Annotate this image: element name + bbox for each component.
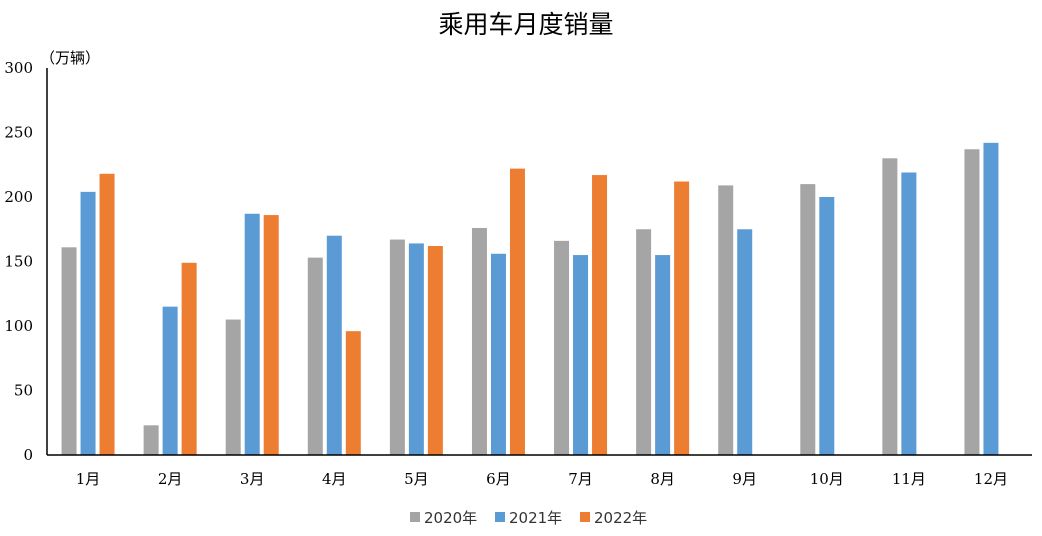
bar bbox=[307, 257, 323, 455]
bar bbox=[162, 306, 178, 455]
legend-label: 2021年 bbox=[509, 509, 562, 527]
y-axis-ticks: 0 50 100 150 200 250 300 bbox=[4, 59, 33, 464]
bar bbox=[901, 172, 917, 456]
y-tick-label: 0 bbox=[23, 446, 33, 464]
x-tick-label: 5月 bbox=[404, 470, 429, 488]
bar bbox=[983, 142, 999, 455]
chart-title: 乘用车月度销量 bbox=[438, 10, 613, 39]
bar bbox=[244, 213, 260, 455]
y-tick-label: 200 bbox=[4, 188, 33, 206]
bar bbox=[427, 246, 443, 455]
y-tick-label: 50 bbox=[14, 382, 33, 400]
bar bbox=[718, 185, 734, 455]
legend-label: 2020年 bbox=[424, 509, 477, 527]
bar bbox=[61, 247, 77, 455]
x-tick-label: 12月 bbox=[974, 470, 1008, 488]
axes bbox=[46, 68, 1032, 456]
legend-swatch bbox=[580, 512, 590, 522]
bar bbox=[408, 243, 424, 455]
legend: 2020年 2021年 2022年 bbox=[410, 509, 647, 527]
y-tick-label: 100 bbox=[4, 317, 33, 335]
x-axis-ticks: 1月 2月 3月 4月 5月 6月 7月 8月 9月 10月 11月 12月 bbox=[76, 470, 1008, 488]
y-tick-label: 250 bbox=[4, 124, 33, 142]
bar bbox=[509, 168, 525, 455]
y-axis-unit: （万辆） bbox=[40, 49, 100, 67]
bar bbox=[143, 425, 159, 455]
bar bbox=[471, 227, 487, 455]
bar bbox=[636, 229, 652, 455]
bar bbox=[737, 229, 753, 455]
bar bbox=[326, 235, 342, 455]
bar bbox=[573, 255, 589, 455]
legend-label: 2022年 bbox=[594, 509, 647, 527]
y-tick-label: 300 bbox=[4, 59, 33, 77]
x-tick-label: 10月 bbox=[810, 470, 844, 488]
x-tick-label: 3月 bbox=[240, 470, 265, 488]
x-tick-label: 2月 bbox=[158, 470, 183, 488]
bar bbox=[882, 158, 898, 456]
x-tick-label: 9月 bbox=[732, 470, 757, 488]
bar bbox=[80, 191, 96, 455]
bar bbox=[345, 331, 361, 455]
bar bbox=[263, 215, 279, 455]
x-tick-label: 6月 bbox=[486, 470, 511, 488]
bar bbox=[964, 149, 980, 455]
x-tick-label: 11月 bbox=[892, 470, 926, 488]
bar bbox=[181, 262, 197, 455]
bar bbox=[819, 197, 835, 455]
bar bbox=[99, 173, 115, 455]
legend-swatch bbox=[410, 512, 420, 522]
y-tick-label: 150 bbox=[4, 253, 33, 271]
bar bbox=[674, 181, 690, 455]
bar-series bbox=[61, 142, 999, 456]
bar bbox=[389, 239, 405, 455]
legend-swatch bbox=[495, 512, 505, 522]
bar bbox=[592, 175, 608, 455]
x-tick-label: 7月 bbox=[568, 470, 593, 488]
bar bbox=[554, 240, 570, 455]
bar bbox=[800, 184, 816, 455]
x-tick-label: 4月 bbox=[322, 470, 347, 488]
x-tick-label: 8月 bbox=[650, 470, 675, 488]
bar bbox=[655, 255, 671, 455]
bar bbox=[225, 319, 241, 455]
bar bbox=[490, 253, 506, 455]
x-tick-label: 1月 bbox=[76, 470, 101, 488]
